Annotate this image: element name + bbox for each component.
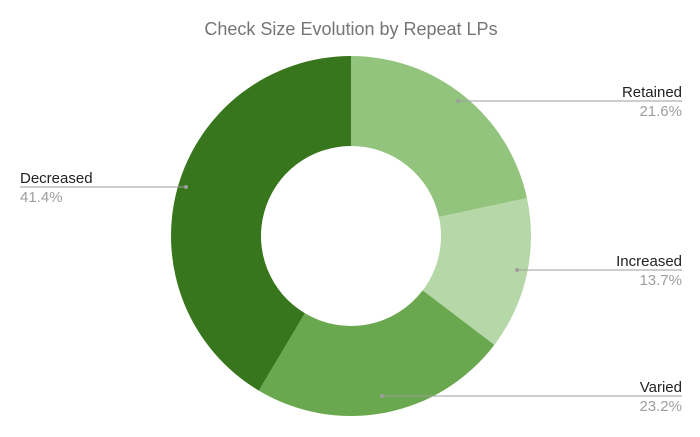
slice-percent-varied: 23.2% xyxy=(639,398,682,415)
slice-decreased xyxy=(170,56,351,391)
chart-title: Check Size Evolution by Repeat LPs xyxy=(204,19,497,39)
slice-labels: Retained 21.6% Increased 13.7% Varied 23.2% De… xyxy=(20,84,682,415)
slice-label-retained: Retained xyxy=(622,84,682,101)
slice-label-increased: Increased xyxy=(616,253,682,270)
slice-increased xyxy=(422,198,531,345)
slice-percent-increased: 13.7% xyxy=(639,272,682,289)
slice-percent-retained: 21.6% xyxy=(639,103,682,120)
slice-label-varied: Varied xyxy=(640,379,682,396)
donut-slices xyxy=(170,56,531,416)
slice-retained xyxy=(351,56,527,218)
slice-varied xyxy=(258,290,495,416)
slice-label-decreased: Decreased xyxy=(20,170,93,187)
slice-percent-decreased: 41.4% xyxy=(20,189,63,206)
